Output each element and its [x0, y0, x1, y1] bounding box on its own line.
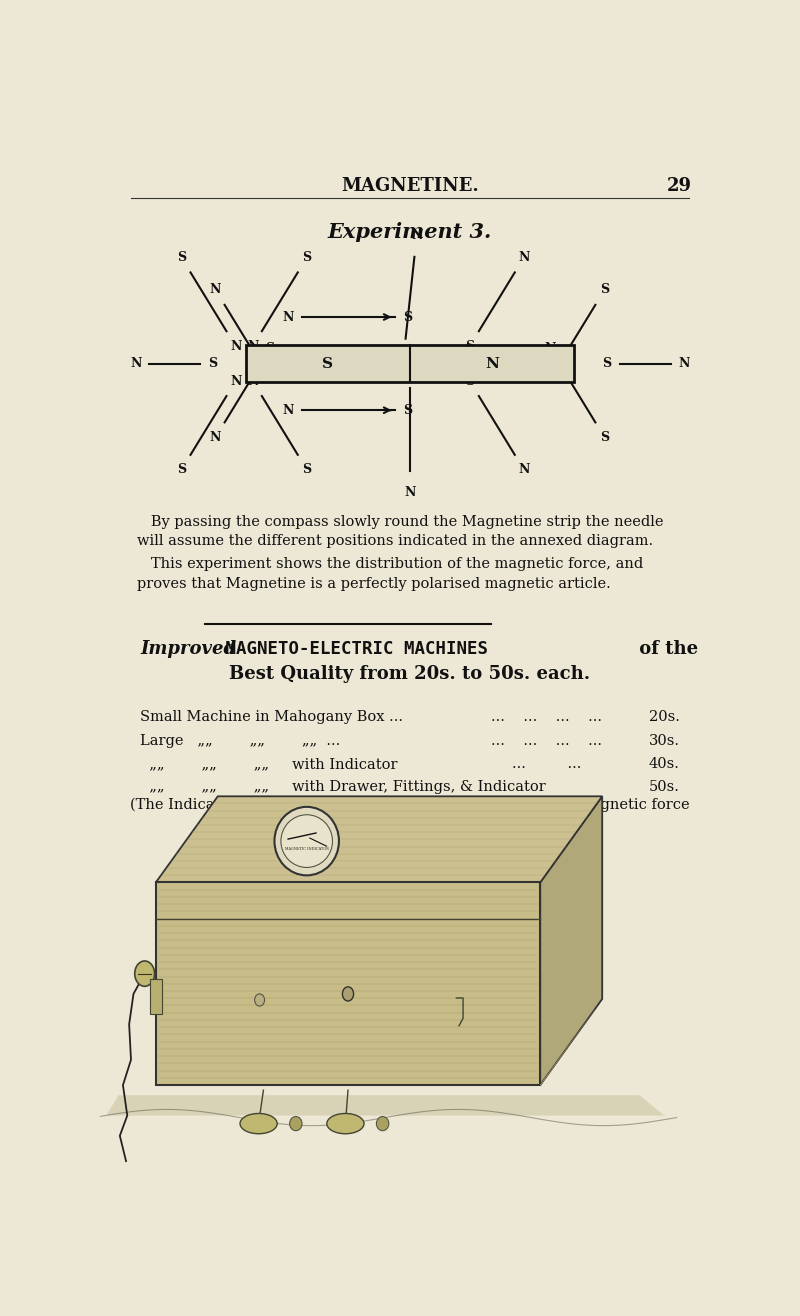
Text: S: S: [465, 340, 474, 353]
Text: ...    ...    ...    ...: ... ... ... ...: [491, 711, 602, 724]
Text: S: S: [406, 361, 414, 374]
Text: Small Machine in Mahogany Box ...: Small Machine in Mahogany Box ...: [140, 711, 403, 724]
Ellipse shape: [377, 1116, 389, 1130]
Text: Best Quality from 20s. to 50s. each.: Best Quality from 20s. to 50s. each.: [230, 665, 590, 683]
Text: S: S: [266, 342, 274, 355]
Text: 50s.: 50s.: [649, 780, 680, 794]
Text: N: N: [230, 340, 242, 353]
Ellipse shape: [240, 1113, 278, 1134]
Text: S: S: [600, 430, 609, 443]
Text: S: S: [177, 251, 186, 265]
Text: N: N: [518, 463, 530, 476]
Ellipse shape: [327, 1113, 364, 1134]
Text: S: S: [403, 311, 413, 324]
Text: N: N: [545, 372, 556, 386]
Text: By passing the compass slowly round the Magnetine strip the needle
will assume t: By passing the compass slowly round the …: [138, 515, 664, 547]
Text: S: S: [398, 353, 408, 366]
Text: N: N: [678, 357, 690, 370]
Text: N: N: [210, 283, 221, 296]
Text: S: S: [465, 375, 474, 387]
Ellipse shape: [281, 815, 333, 867]
Text: „„        „„        „„     with Drawer, Fittings, & Indicator: „„ „„ „„ with Drawer, Fittings, & Indica…: [140, 780, 546, 794]
Ellipse shape: [342, 987, 354, 1001]
Text: N: N: [518, 251, 530, 265]
Text: N: N: [230, 375, 242, 387]
Text: (The Indicator allows the patient to graduate the amount of magnetic force
preci: (The Indicator allows the patient to gra…: [130, 797, 690, 832]
Text: „„        „„        „„     with Indicator: „„ „„ „„ with Indicator: [140, 757, 398, 771]
Text: S: S: [602, 357, 612, 370]
Text: N: N: [545, 342, 556, 355]
Text: ...    ...    ...    ...: ... ... ... ...: [491, 733, 602, 747]
Bar: [156, 883, 540, 1086]
Text: 20s.: 20s.: [649, 711, 680, 724]
Text: N: N: [247, 375, 258, 387]
Text: S: S: [302, 463, 311, 476]
Polygon shape: [106, 1095, 664, 1116]
Text: Experiment 3.: Experiment 3.: [328, 222, 492, 242]
Text: S: S: [322, 357, 334, 371]
Ellipse shape: [254, 994, 265, 1005]
Text: N: N: [282, 404, 294, 417]
Text: 29: 29: [667, 178, 692, 195]
Text: N: N: [210, 430, 221, 443]
Text: S: S: [208, 357, 218, 370]
Polygon shape: [540, 796, 602, 1086]
Text: S: S: [302, 251, 311, 265]
Text: MAGNETO-ELECTRIC MACHINES: MAGNETO-ELECTRIC MACHINES: [214, 641, 488, 658]
Text: 40s.: 40s.: [649, 757, 680, 771]
Text: ...         ...: ... ...: [512, 757, 581, 771]
Text: S: S: [403, 404, 413, 417]
Text: 30s.: 30s.: [649, 733, 680, 747]
Text: MAGNETIC INDICATOR: MAGNETIC INDICATOR: [285, 848, 329, 851]
Text: This experiment shows the distribution of the magnetic force, and
proves that Ma: This experiment shows the distribution o…: [138, 557, 643, 591]
Text: S: S: [600, 283, 609, 296]
Text: N: N: [282, 311, 294, 324]
Text: N: N: [411, 229, 422, 242]
Text: Large   „„        „„        „„  ...: Large „„ „„ „„ ...: [140, 733, 341, 747]
Text: Improved: Improved: [140, 641, 237, 658]
Ellipse shape: [134, 961, 154, 986]
Text: N: N: [486, 357, 499, 371]
Text: N: N: [247, 340, 258, 353]
Text: N: N: [130, 357, 142, 370]
Bar: [150, 979, 162, 1015]
Bar: [246, 345, 574, 382]
Text: N: N: [404, 486, 416, 499]
Text: S: S: [266, 372, 274, 386]
Text: of the: of the: [634, 641, 698, 658]
Text: S: S: [177, 463, 186, 476]
Ellipse shape: [274, 807, 339, 875]
Text: MAGNETINE.: MAGNETINE.: [341, 178, 479, 195]
Polygon shape: [156, 796, 602, 883]
Ellipse shape: [290, 1116, 302, 1130]
